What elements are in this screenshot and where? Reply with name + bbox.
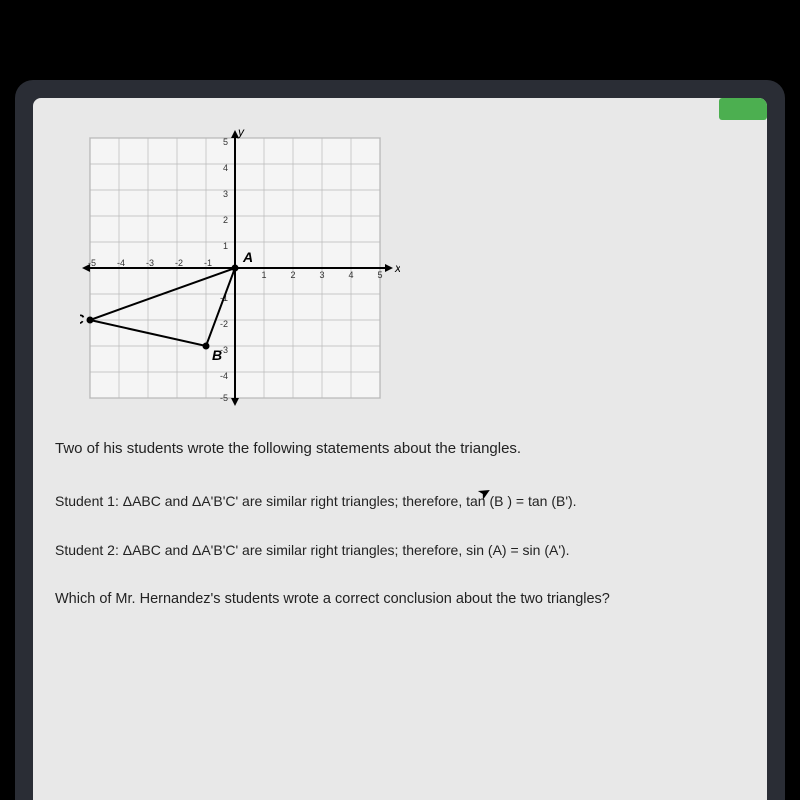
svg-text:5: 5 [377, 270, 382, 280]
content-area: -5 -4 -3 -2 -1 1 2 3 4 5 5 4 3 2 [33, 98, 767, 611]
svg-text:4: 4 [348, 270, 353, 280]
point-c-label: C [80, 311, 85, 327]
svg-text:-3: -3 [146, 258, 154, 268]
svg-text:5: 5 [223, 137, 228, 147]
svg-text:-4: -4 [117, 258, 125, 268]
intro-statement: Two of his students wrote the following … [55, 438, 745, 459]
svg-text:3: 3 [319, 270, 324, 280]
svg-text:2: 2 [290, 270, 295, 280]
svg-text:-2: -2 [220, 319, 228, 329]
coordinate-graph: -5 -4 -3 -2 -1 1 2 3 4 5 5 4 3 2 [80, 128, 400, 408]
svg-text:4: 4 [223, 163, 228, 173]
x-axis-label: x [394, 261, 400, 275]
svg-text:-2: -2 [175, 258, 183, 268]
green-button[interactable] [719, 98, 767, 120]
svg-text:1: 1 [223, 241, 228, 251]
screen: -5 -4 -3 -2 -1 1 2 3 4 5 5 4 3 2 [33, 98, 767, 800]
svg-text:-5: -5 [88, 258, 96, 268]
point-a-label: A [242, 249, 253, 265]
question-text: Which of Mr. Hernandez's students wrote … [55, 589, 745, 611]
point-b-label: B [212, 347, 222, 363]
graph-svg: -5 -4 -3 -2 -1 1 2 3 4 5 5 4 3 2 [80, 128, 400, 408]
svg-text:1: 1 [261, 270, 266, 280]
device-frame: -5 -4 -3 -2 -1 1 2 3 4 5 5 4 3 2 [15, 80, 785, 800]
svg-text:-4: -4 [220, 371, 228, 381]
svg-text:2: 2 [223, 215, 228, 225]
svg-text:-5: -5 [220, 393, 228, 403]
student2-statement: Student 2: ΔABC and ΔA'B'C' are similar … [55, 540, 745, 561]
student1-statement: Student 1: ΔABC and ΔA'B'C' are similar … [55, 491, 745, 512]
svg-text:-1: -1 [204, 258, 212, 268]
svg-text:3: 3 [223, 189, 228, 199]
y-axis-label: y [237, 128, 245, 139]
